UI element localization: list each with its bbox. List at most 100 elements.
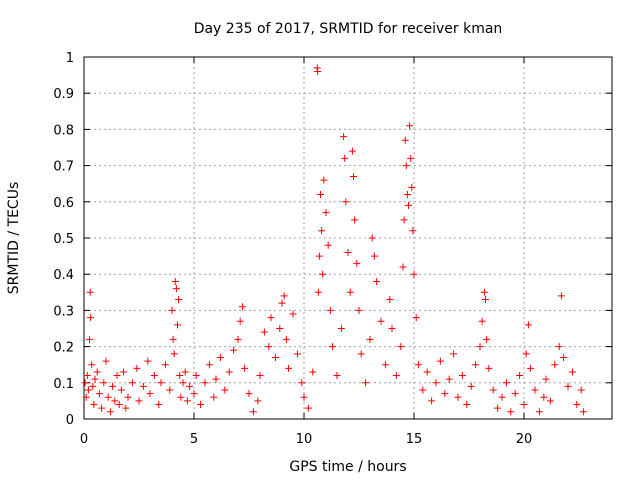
data-point <box>315 252 323 260</box>
data-point <box>527 364 535 372</box>
data-point <box>322 209 330 217</box>
data-point <box>82 393 90 401</box>
data-point <box>560 353 568 361</box>
data-point <box>183 397 191 405</box>
data-point <box>88 361 96 369</box>
x-tick-label: 5 <box>190 432 198 447</box>
data-point <box>120 368 128 376</box>
data-point <box>314 288 322 296</box>
data-point <box>133 364 141 372</box>
data-point <box>197 401 205 409</box>
data-point <box>564 382 572 390</box>
data-point <box>225 368 233 376</box>
data-point <box>278 299 286 307</box>
data-point <box>507 408 515 416</box>
data-point <box>181 368 189 376</box>
data-point <box>476 343 484 351</box>
data-point <box>478 317 486 325</box>
data-point <box>482 296 489 304</box>
data-point <box>516 372 524 380</box>
data-point <box>254 397 262 405</box>
data-point <box>91 375 99 383</box>
data-point <box>128 379 136 387</box>
data-point <box>402 162 410 170</box>
data-point <box>212 375 220 383</box>
data-point <box>317 191 324 199</box>
data-point <box>260 328 268 336</box>
data-point <box>568 368 576 376</box>
data-point <box>344 248 352 256</box>
data-point <box>210 393 218 401</box>
data-point <box>93 368 101 376</box>
data-point <box>314 67 322 75</box>
data-point <box>102 357 110 365</box>
data-point <box>166 386 174 394</box>
data-point <box>84 386 92 394</box>
data-point <box>485 364 493 372</box>
data-point <box>409 227 417 235</box>
data-point <box>428 397 436 405</box>
data-point <box>309 368 317 376</box>
data-point <box>472 361 480 369</box>
chart-title: Day 235 of 2017, SRMTID for receiver kma… <box>194 21 503 37</box>
x-axis-label: GPS time / hours <box>289 459 406 475</box>
data-point <box>386 296 394 304</box>
data-point <box>436 357 444 365</box>
data-point <box>423 368 431 376</box>
data-point <box>326 306 334 314</box>
data-point <box>155 401 163 409</box>
data-point <box>340 133 348 141</box>
data-point <box>157 379 165 387</box>
data-point <box>238 303 246 311</box>
data-point <box>579 408 587 416</box>
data-point <box>397 343 405 351</box>
data-point <box>104 393 112 401</box>
data-point <box>320 176 328 184</box>
data-point <box>267 314 275 322</box>
data-point <box>113 372 121 380</box>
data-point <box>406 122 414 130</box>
data-point <box>304 404 312 412</box>
data-point <box>150 372 158 380</box>
data-point <box>293 350 301 358</box>
data-point <box>573 401 581 409</box>
data-point <box>318 227 326 235</box>
data-point <box>124 393 132 401</box>
data-point <box>408 183 416 191</box>
data-point <box>551 361 559 369</box>
data-point <box>494 404 502 412</box>
data-point <box>463 401 471 409</box>
data-point <box>520 401 528 409</box>
y-tick-label: 0.4 <box>53 268 74 283</box>
y-tick-label: 0.5 <box>53 232 74 247</box>
x-tick-label: 20 <box>516 432 533 447</box>
data-point <box>414 361 422 369</box>
data-point <box>83 372 91 380</box>
data-point <box>362 379 370 387</box>
data-point <box>256 372 264 380</box>
data-point <box>392 372 400 380</box>
tick-layer: 00.10.20.30.40.50.60.70.80.910 5 10 15 20 <box>53 51 612 447</box>
data-point <box>489 386 497 394</box>
data-point <box>399 263 407 271</box>
data-point <box>89 382 97 390</box>
data-point <box>161 361 169 369</box>
data-point <box>329 343 337 351</box>
data-point <box>342 198 350 206</box>
y-tick-label: 0.2 <box>53 341 74 356</box>
data-point <box>319 270 327 278</box>
data-point <box>285 364 293 372</box>
data-point <box>265 343 273 351</box>
data-point <box>355 306 363 314</box>
y-tick-label: 0.6 <box>53 196 74 211</box>
data-point <box>467 382 475 390</box>
data-point <box>190 390 198 398</box>
data-point <box>172 285 180 293</box>
data-point <box>276 325 284 332</box>
x-tick-label: 10 <box>296 432 313 447</box>
data-point <box>146 390 154 398</box>
data-point <box>377 317 385 325</box>
y-tick-label: 0.7 <box>53 160 74 175</box>
data-point <box>289 310 297 318</box>
